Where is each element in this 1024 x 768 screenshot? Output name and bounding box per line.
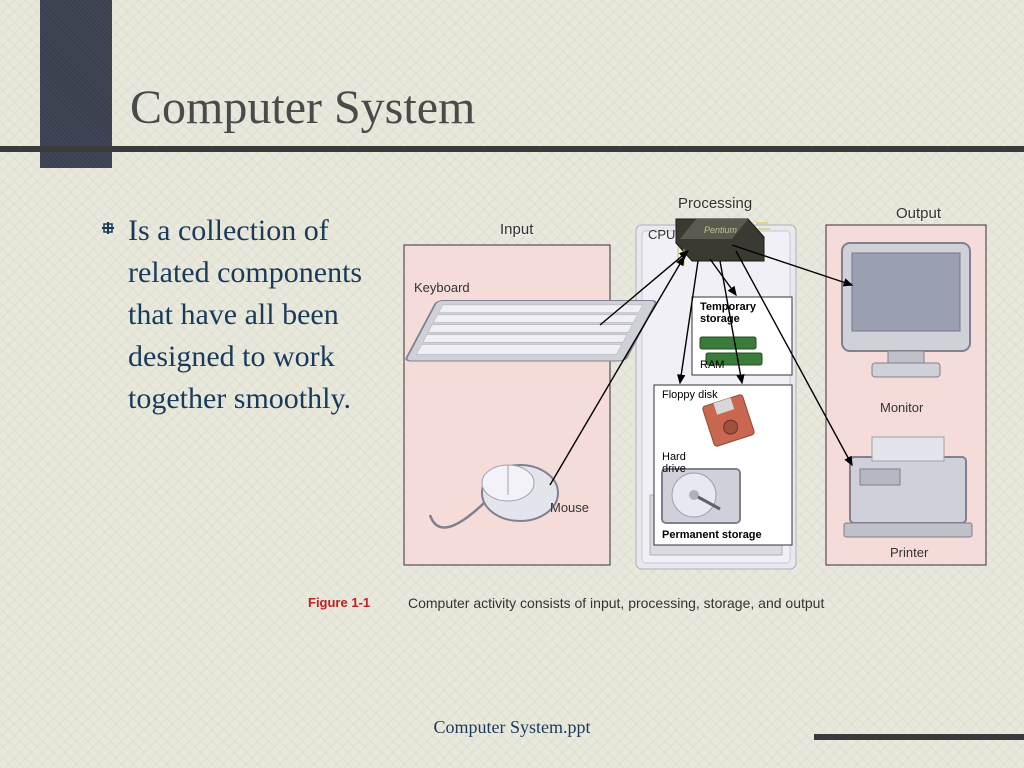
footer-bar	[814, 734, 1024, 740]
hdd-graphic	[662, 469, 740, 523]
output-section-label: Output	[896, 205, 941, 222]
horizontal-rule	[0, 146, 1024, 152]
computer-system-diagram: Pentium	[400, 195, 1000, 615]
svg-text:Pentium: Pentium	[704, 225, 738, 235]
monitor-label: Monitor	[880, 400, 923, 415]
cpu-label: CPU	[648, 227, 675, 242]
mouse-label: Mouse	[550, 500, 589, 515]
figure-label: Figure 1-1	[308, 595, 370, 610]
accent-bar	[40, 0, 112, 168]
processing-section-label: Processing	[678, 195, 752, 212]
printer-label: Printer	[890, 545, 928, 560]
bullet-item: Is a collection of related components th…	[100, 210, 380, 420]
floppy-label: Floppy disk	[658, 387, 722, 403]
bullet-icon	[100, 220, 116, 236]
input-section-label: Input	[500, 221, 533, 238]
bullet-text: Is a collection of related components th…	[128, 210, 380, 420]
perm-storage-label: Permanent storage	[658, 527, 766, 543]
figure-caption: Computer activity consists of input, pro…	[408, 595, 824, 611]
temp-storage-label: Temporary storage	[696, 299, 788, 327]
slide-title: Computer System	[130, 80, 475, 135]
keyboard-label: Keyboard	[414, 280, 470, 295]
ram-label: RAM	[696, 357, 728, 373]
hdd-label: Hard drive	[658, 449, 702, 477]
